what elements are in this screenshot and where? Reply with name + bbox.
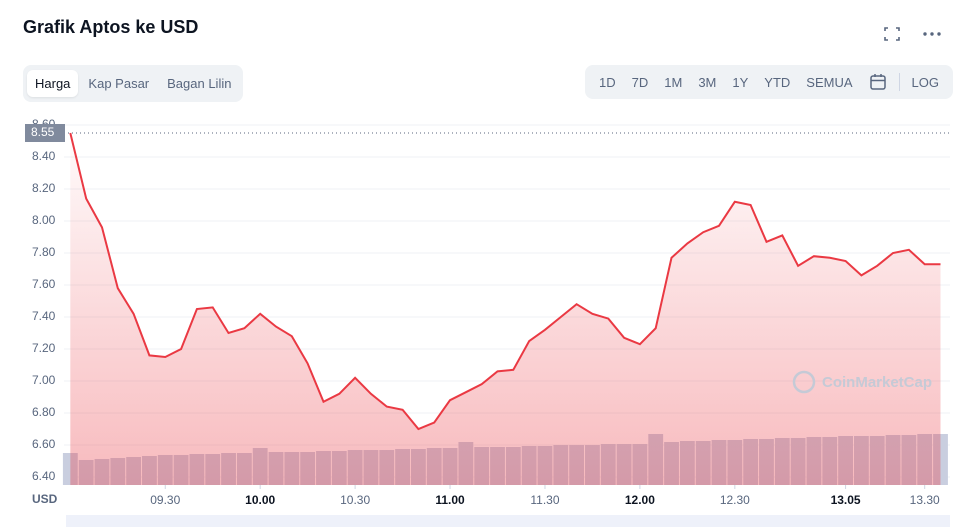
- y-tick-label: 7.20: [32, 341, 56, 355]
- watermark-logo: [792, 370, 816, 394]
- y-tick-label: 8.20: [32, 181, 56, 195]
- x-tick-label: 10.30: [340, 493, 370, 507]
- x-tick-label: 11.30: [530, 493, 559, 507]
- x-tick-label: 11.00: [435, 493, 465, 507]
- y-tick-label: 6.40: [32, 469, 56, 483]
- x-tick-label: 10.00: [245, 493, 275, 507]
- chart-title: Grafik Aptos ke USD: [23, 17, 199, 37]
- log-button[interactable]: LOG: [911, 74, 939, 90]
- current-price-label: 8.55: [31, 125, 55, 139]
- y-unit: USD: [32, 492, 58, 506]
- tab-button[interactable]: Bagan Lilin: [167, 76, 232, 91]
- y-tick-label: 8.40: [32, 149, 56, 163]
- watermark: CoinMarketCap: [822, 374, 932, 391]
- y-tick-label: 7.00: [32, 373, 56, 387]
- y-tick-label: 7.80: [32, 245, 56, 259]
- separator: [898, 73, 900, 91]
- x-tick-label: 09.30: [150, 493, 180, 507]
- x-tick-label: 12.30: [720, 493, 750, 507]
- y-tick-label: 6.60: [32, 437, 56, 451]
- range-button[interactable]: YTD: [764, 74, 791, 90]
- range-button[interactable]: 1D: [599, 74, 616, 90]
- range-group: 1D 7D 1M 3M 1Y YTD SEMUA LOG: [585, 65, 953, 99]
- y-tick-label: 7.60: [32, 277, 56, 291]
- tab-button[interactable]: Harga: [27, 70, 79, 97]
- fullscreen-icon[interactable]: [882, 25, 902, 43]
- more-icon[interactable]: [921, 27, 943, 41]
- y-tick-label: 8.00: [32, 213, 56, 227]
- range-button[interactable]: 1Y: [732, 74, 749, 90]
- tab-button[interactable]: Kap Pasar: [88, 76, 150, 91]
- navigator: [66, 515, 950, 527]
- range-button[interactable]: SEMUA: [806, 74, 853, 90]
- calendar-icon[interactable]: [861, 73, 895, 91]
- price-line: [69, 132, 941, 431]
- range-button[interactable]: 1M: [664, 74, 683, 90]
- tab-group: Harga Kap Pasar Bagan Lilin: [23, 65, 244, 102]
- x-tick-label: 12.00: [625, 493, 655, 507]
- current-price-badge: [25, 124, 65, 142]
- x-tick-label: 13.05: [831, 493, 861, 507]
- y-tick-label: 7.40: [32, 309, 56, 323]
- y-tick-label: 6.80: [32, 405, 56, 419]
- range-button[interactable]: 3M: [698, 74, 717, 90]
- range-button[interactable]: 7D: [631, 74, 649, 90]
- x-tick-label: 13.30: [910, 493, 940, 507]
